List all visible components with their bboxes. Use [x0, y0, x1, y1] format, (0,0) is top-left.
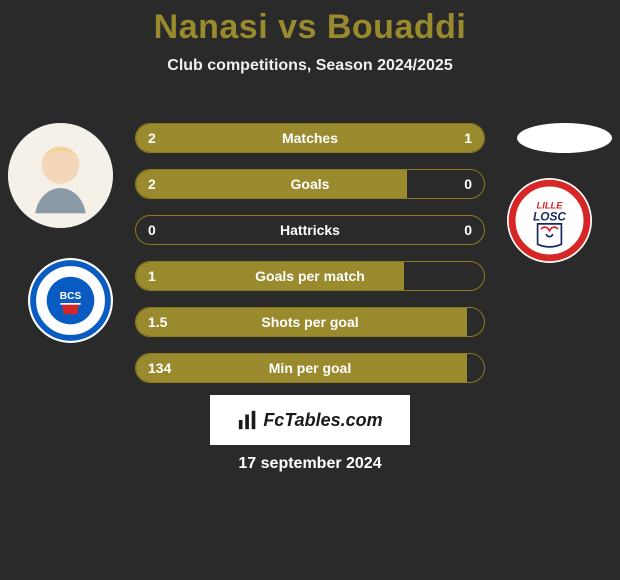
stat-label: Hattricks: [280, 222, 340, 238]
stat-label: Matches: [282, 130, 338, 146]
comparison-chart: 2 1 Matches 2 0 Goals 0 0 Hattricks 1 Goals per ma…: [135, 123, 485, 399]
stat-right-value: 1: [464, 130, 472, 146]
stat-left-value: 0: [148, 222, 156, 238]
player-right-avatar: [517, 123, 612, 153]
stat-left-value: 1: [148, 268, 156, 284]
svg-text:BCS: BCS: [60, 291, 82, 302]
player-left-avatar: [8, 123, 113, 228]
stat-label: Goals: [291, 176, 330, 192]
stat-label: Goals per match: [255, 268, 365, 284]
date-text: 17 september 2024: [238, 455, 381, 473]
branding-text: FcTables.com: [263, 410, 382, 431]
stat-row: 0 0 Hattricks: [135, 215, 485, 245]
strasbourg-crest-icon: BCS: [28, 258, 113, 343]
stat-right-value: 0: [464, 222, 472, 238]
club-left-badge: BCS: [28, 258, 113, 343]
lille-crest-icon: LILLE LOSC: [507, 178, 592, 263]
stat-right-value: 0: [464, 176, 472, 192]
stat-label: Min per goal: [269, 360, 351, 376]
club-right-badge: LILLE LOSC: [507, 178, 592, 263]
stat-left-value: 1.5: [148, 314, 167, 330]
stat-label: Shots per goal: [261, 314, 358, 330]
stat-row: 2 1 Matches: [135, 123, 485, 153]
stat-left-value: 2: [148, 130, 156, 146]
stat-row: 134 Min per goal: [135, 353, 485, 383]
bar-left: [136, 170, 407, 198]
stat-row: 2 0 Goals: [135, 169, 485, 199]
stat-left-value: 2: [148, 176, 156, 192]
stat-row: 1.5 Shots per goal: [135, 307, 485, 337]
page-title: Nanasi vs Bouaddi: [0, 8, 620, 47]
stat-row: 1 Goals per match: [135, 261, 485, 291]
svg-text:LOSC: LOSC: [533, 210, 566, 224]
person-icon: [8, 123, 113, 228]
subtitle: Club competitions, Season 2024/2025: [0, 57, 620, 75]
branding-plate: FcTables.com: [210, 395, 410, 445]
bars-icon: [237, 409, 259, 431]
stat-left-value: 134: [148, 360, 171, 376]
